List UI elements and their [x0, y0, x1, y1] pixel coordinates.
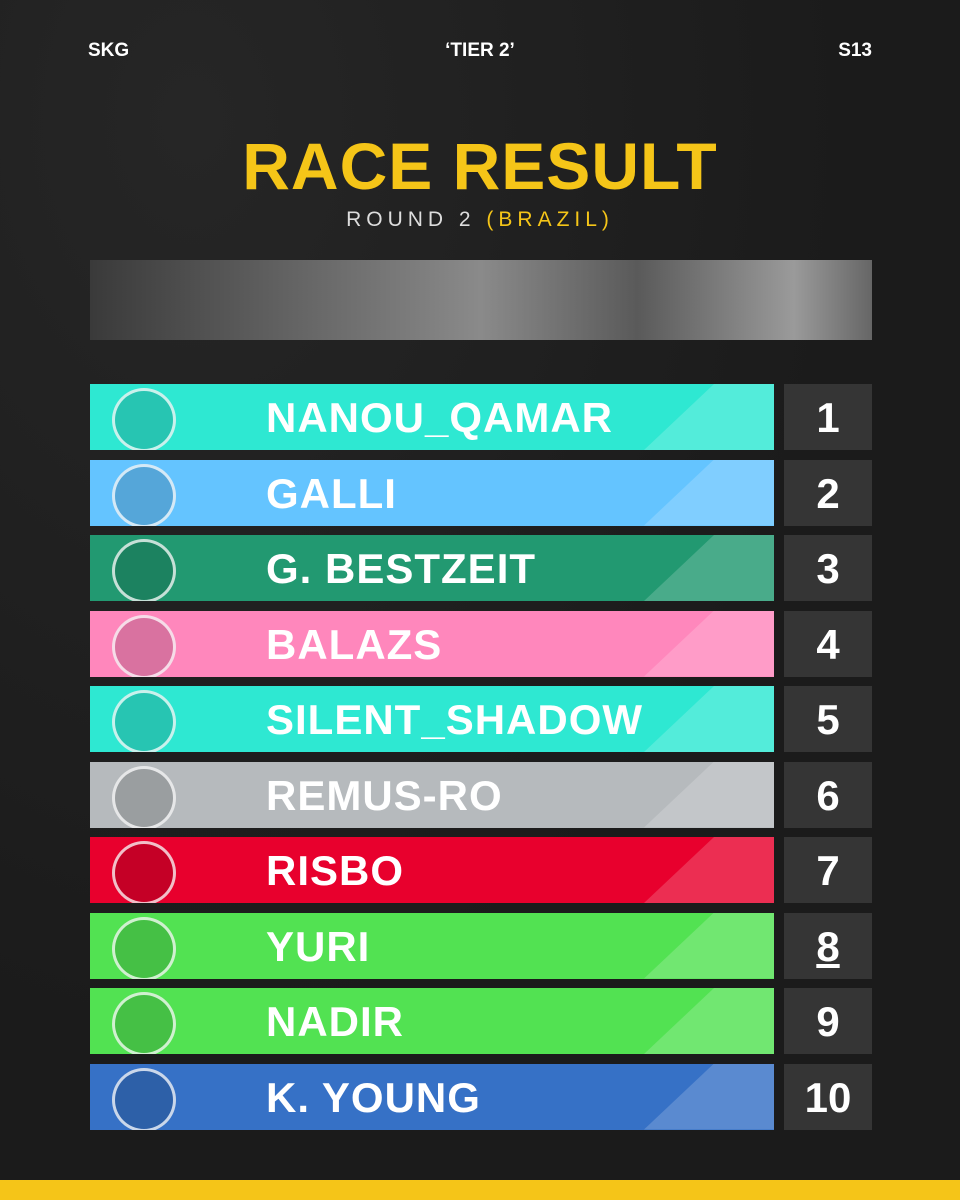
title: RACE RESULT [242, 129, 718, 203]
result-row: BALAZS [90, 610, 774, 677]
position: 1 [784, 384, 872, 450]
team-logo [112, 690, 176, 752]
driver-name: RISBO [266, 847, 405, 894]
position: 5 [784, 686, 872, 752]
position: 9 [784, 988, 872, 1054]
position: 10 [784, 1063, 872, 1130]
stripe [644, 686, 774, 752]
team-logo [112, 463, 176, 526]
team-logo [112, 1067, 176, 1130]
driver-name: REMUS-RO [266, 771, 503, 819]
position: 4 [784, 610, 872, 677]
driver-name: K. YOUNG [266, 1073, 481, 1121]
team-logo [112, 765, 176, 828]
league-tag: SKG [88, 40, 130, 61]
stripe [644, 535, 774, 601]
team-logo [112, 388, 176, 450]
position: 6 [784, 761, 872, 828]
stripe [644, 1063, 774, 1130]
stripe [644, 761, 774, 828]
driver-name: GALLI [266, 469, 397, 517]
season-tag: S13 [838, 40, 872, 61]
location: (BRAZIL) [486, 208, 614, 231]
driver-name: NANOU_QAMAR [266, 394, 613, 441]
driver-name: YURI [266, 922, 371, 970]
stripe [644, 384, 774, 450]
team-logo [112, 992, 176, 1054]
driver-name: G. BESTZEIT [266, 545, 537, 592]
stripe [644, 988, 774, 1054]
result-row: NADIR [90, 988, 774, 1054]
round: ROUND 2 [346, 208, 476, 231]
team-logo [112, 539, 176, 601]
position: 2 [784, 459, 872, 526]
result-row: SILENT_SHADOW [90, 686, 774, 752]
footer-bar [0, 1180, 960, 1200]
position: 8 [784, 912, 872, 979]
driver-name: SILENT_SHADOW [266, 696, 644, 743]
stripe [644, 459, 774, 526]
position: 3 [784, 535, 872, 601]
subtitle: ROUND 2 (BRAZIL) [0, 208, 960, 232]
banner-image [90, 260, 872, 340]
result-row: NANOU_QAMAR [90, 384, 774, 450]
tier-tag: ‘TIER 2’ [445, 40, 515, 61]
result-row: REMUS-RO [90, 761, 774, 828]
result-row: YURI [90, 912, 774, 979]
stripe [644, 610, 774, 677]
result-row: G. BESTZEIT [90, 535, 774, 601]
driver-name: NADIR [266, 998, 404, 1045]
result-row: K. YOUNG [90, 1063, 774, 1130]
team-logo [112, 841, 176, 903]
team-logo [112, 916, 176, 979]
result-row: RISBO [90, 837, 774, 903]
team-logo [112, 614, 176, 677]
result-row: GALLI [90, 459, 774, 526]
stripe [644, 837, 774, 903]
stripe [644, 912, 774, 979]
driver-name: BALAZS [266, 620, 443, 668]
position: 7 [784, 837, 872, 903]
